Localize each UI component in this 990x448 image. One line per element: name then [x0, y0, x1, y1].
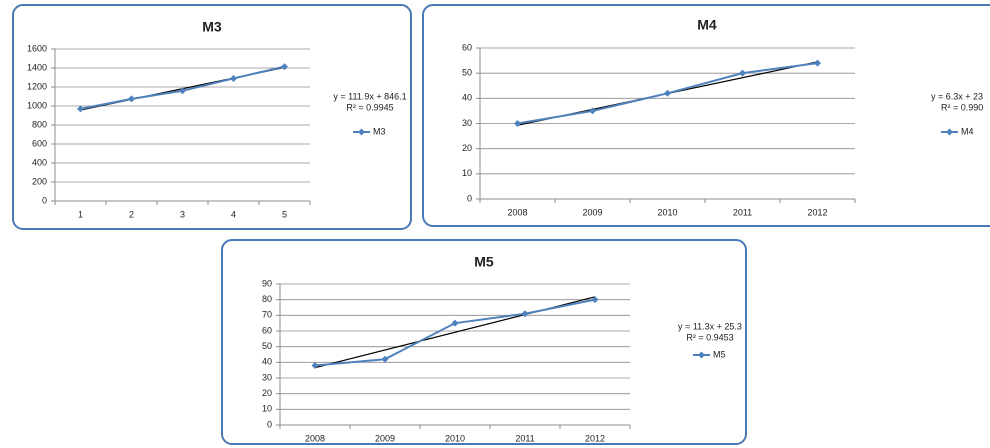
x-tick-label: 2 — [129, 209, 134, 219]
y-tick-label: 10 — [462, 168, 472, 178]
data-point — [179, 87, 186, 95]
y-tick-label: 400 — [32, 157, 47, 167]
y-tick-label: 1400 — [27, 62, 47, 72]
trendline-equation: y = 6.3x + 23 — [931, 91, 983, 101]
x-tick-label: 5 — [282, 209, 287, 219]
y-tick-label: 70 — [262, 310, 272, 320]
chart-panel — [422, 4, 990, 227]
data-point — [664, 89, 671, 97]
chart-title: M5 — [474, 254, 494, 270]
legend-label: M4 — [961, 126, 974, 136]
data-point — [128, 95, 135, 103]
trendline-r2: R² = 0.9453 — [686, 332, 733, 342]
y-tick-label: 0 — [467, 193, 472, 203]
chart-panel — [221, 239, 747, 445]
y-tick-label: 80 — [262, 294, 272, 304]
chart-panel — [12, 4, 412, 230]
y-tick-label: 1000 — [27, 100, 47, 110]
y-tick-label: 90 — [262, 278, 272, 288]
y-tick-label: 20 — [262, 388, 272, 398]
y-tick-label: 1200 — [27, 81, 47, 91]
legend-marker — [946, 128, 953, 136]
legend-marker — [358, 128, 365, 136]
y-tick-label: 60 — [462, 42, 472, 52]
trendline-equation: y = 111.9x + 846.1 — [333, 91, 406, 101]
legend-marker — [698, 351, 705, 359]
y-tick-label: 600 — [32, 138, 47, 148]
trendline-equation: y = 11.3x + 25.3 — [678, 321, 742, 331]
y-tick-label: 0 — [267, 419, 272, 429]
legend-label: M3 — [373, 126, 386, 136]
y-tick-label: 10 — [262, 404, 272, 414]
trendline-r2: R² = 0.9945 — [346, 102, 393, 112]
y-tick-label: 50 — [262, 341, 272, 351]
x-tick-label: 2012 — [585, 433, 605, 443]
x-tick-label: 2011 — [515, 433, 534, 443]
data-point — [230, 74, 237, 82]
y-tick-label: 200 — [32, 176, 47, 186]
y-tick-label: 60 — [262, 325, 272, 335]
x-tick-label: 2012 — [807, 207, 827, 217]
y-tick-label: 30 — [262, 372, 272, 382]
x-tick-label: 3 — [180, 209, 185, 219]
data-point — [381, 355, 389, 363]
data-point — [521, 310, 529, 318]
chart-title: M3 — [202, 19, 222, 35]
y-tick-label: 20 — [462, 143, 472, 153]
data-point — [281, 63, 288, 71]
x-tick-label: 1 — [78, 209, 83, 219]
data-point — [591, 296, 599, 304]
y-tick-label: 800 — [32, 119, 47, 129]
data-point — [589, 107, 596, 115]
x-tick-label: 2010 — [657, 207, 677, 217]
data-point — [739, 69, 746, 77]
y-tick-label: 30 — [462, 118, 472, 128]
data-point — [514, 120, 521, 127]
x-tick-label: 2011 — [733, 207, 752, 217]
y-tick-label: 40 — [262, 357, 272, 367]
y-tick-label: 0 — [42, 195, 47, 205]
x-tick-label: 2008 — [507, 207, 527, 217]
x-tick-label: 4 — [231, 209, 236, 219]
legend-label: M5 — [713, 349, 726, 359]
x-tick-label: 2009 — [582, 207, 602, 217]
y-tick-label: 40 — [462, 93, 472, 103]
y-tick-label: 50 — [462, 68, 472, 78]
x-tick-label: 2009 — [375, 433, 395, 443]
data-point — [451, 319, 459, 327]
chart-title: M4 — [697, 17, 717, 33]
data-point — [814, 59, 821, 67]
data-point — [311, 361, 319, 369]
y-tick-label: 1600 — [27, 43, 47, 53]
x-tick-label: 2010 — [445, 433, 465, 443]
x-tick-label: 2008 — [305, 433, 325, 443]
data-point — [77, 105, 84, 113]
trendline-r2: R² = 0.990 — [941, 102, 983, 112]
